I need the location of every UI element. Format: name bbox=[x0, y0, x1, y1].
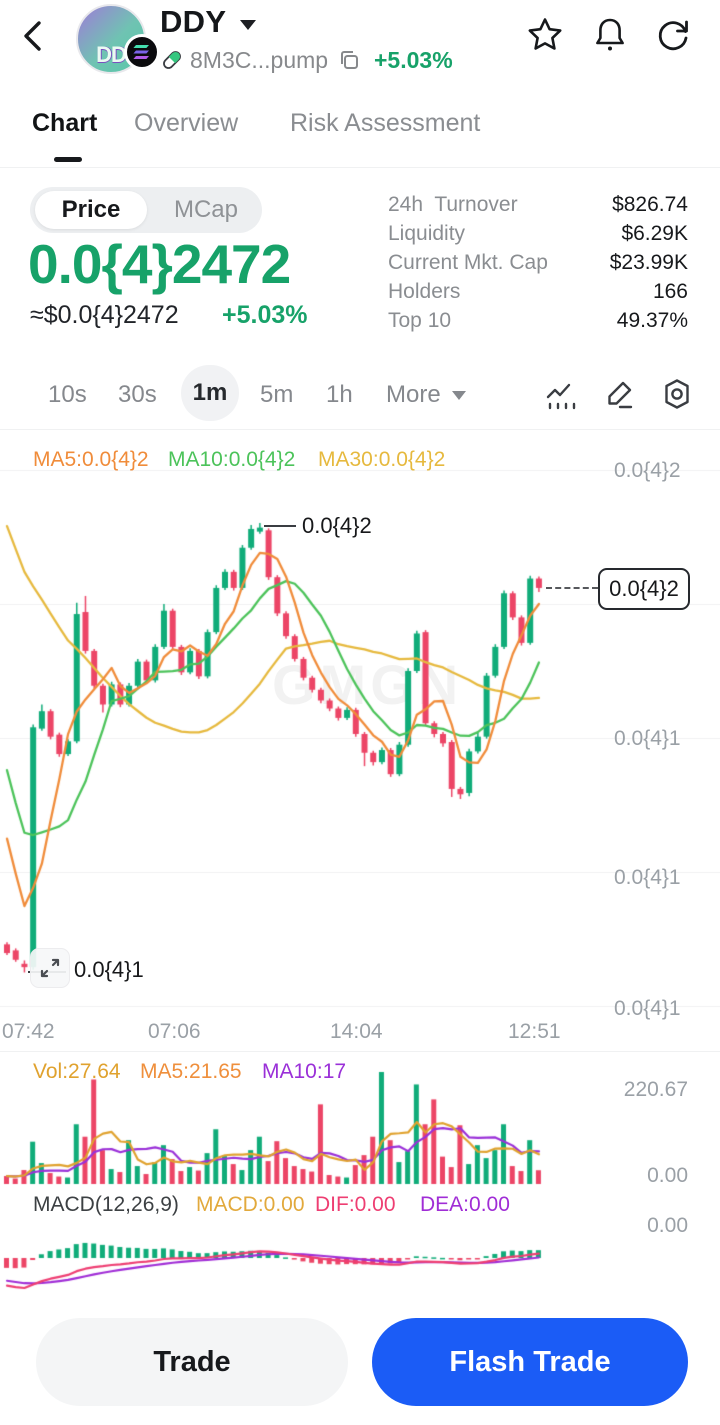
macd-legend: MACD:0.00 bbox=[196, 1193, 305, 1216]
high-annotation-line bbox=[264, 525, 296, 527]
draw-button[interactable] bbox=[602, 377, 636, 411]
token-address[interactable]: 8M3C...pump bbox=[190, 47, 329, 73]
price-mcap-toggle[interactable]: Price MCap bbox=[30, 187, 262, 233]
header: DD DDY 8M3C...pump +5.03% bbox=[0, 0, 720, 95]
favorite-button[interactable] bbox=[524, 14, 566, 56]
bottom-action-bar: Trade Flash Trade bbox=[0, 1296, 720, 1425]
more-chevron-down-icon[interactable] bbox=[452, 391, 466, 400]
y-axis-label: 0.0{4}1 bbox=[614, 997, 681, 1020]
x-axis-time: 12:51 bbox=[508, 1020, 561, 1043]
ma30-legend: MA30:0.0{4}2 bbox=[318, 448, 446, 471]
chart-divider bbox=[0, 1051, 720, 1052]
solana-badge-icon bbox=[124, 34, 160, 70]
ma5-legend: MA5:0.0{4}2 bbox=[33, 448, 149, 471]
copy-icon[interactable] bbox=[338, 49, 360, 71]
bell-icon bbox=[596, 18, 624, 51]
trade-button[interactable]: Trade bbox=[36, 1318, 348, 1406]
tab-bar: Chart Overview Risk Assessment bbox=[0, 95, 720, 168]
current-price-dash-line bbox=[546, 587, 598, 589]
stat-row: Top 10 49.37% bbox=[388, 309, 688, 338]
tab-overview[interactable]: Overview bbox=[134, 109, 239, 137]
token-chevron-down-icon[interactable] bbox=[240, 20, 256, 30]
volume-legend: Vol:27.64 bbox=[33, 1060, 121, 1083]
ma10-legend: MA10:0.0{4}2 bbox=[168, 448, 296, 471]
volume-ma10-legend: MA10:17 bbox=[262, 1060, 347, 1083]
dea-legend: DEA:0.00 bbox=[420, 1193, 510, 1216]
toggle-mcap[interactable]: MCap bbox=[173, 196, 239, 223]
x-axis-time: 07:06 bbox=[148, 1020, 201, 1043]
back-chevron-icon bbox=[24, 21, 41, 51]
price-section: Price MCap 0.0{4}2472 ≈$0.0{4}2472 +5.03… bbox=[0, 168, 720, 360]
notifications-button[interactable] bbox=[589, 14, 631, 56]
toolbar-divider bbox=[0, 429, 720, 430]
expand-icon bbox=[40, 958, 60, 978]
chart-settings-button[interactable] bbox=[660, 377, 694, 411]
volume-pane[interactable]: Vol:27.64 MA5:21.65 MA10:17 220.67 0.00 bbox=[0, 1052, 720, 1187]
stat-label: Top 10 bbox=[388, 309, 452, 332]
timeframe-more-dropdown[interactable]: More bbox=[386, 381, 441, 408]
volume-max-label: 220.67 bbox=[623, 1078, 688, 1101]
price-chart-pane[interactable]: GMGN MA5:0.0{4}2 MA10:0.0{4}2 MA30:0.0{4… bbox=[0, 430, 720, 1052]
price-change-percent: +5.03% bbox=[222, 301, 308, 329]
volume-canvas[interactable] bbox=[0, 1054, 720, 1186]
low-annotation-label: 0.0{4}1 bbox=[74, 957, 144, 982]
stat-row: Current Mkt. Cap $23.99K bbox=[388, 251, 688, 280]
pill-icon bbox=[160, 48, 184, 72]
stat-row: 24h Turnover $826.74 bbox=[388, 193, 688, 222]
stat-row: Liquidity $6.29K bbox=[388, 222, 688, 251]
chart-toolbar: 10s 30s 1m 5m 1h More bbox=[0, 360, 720, 430]
volume-ma5-legend: MA5:21.65 bbox=[140, 1060, 242, 1083]
macd-canvas[interactable] bbox=[0, 1222, 720, 1292]
fullscreen-button[interactable] bbox=[30, 948, 70, 988]
flash-trade-button[interactable]: Flash Trade bbox=[372, 1318, 688, 1406]
y-axis-label: 0.0{4}2 bbox=[614, 459, 681, 482]
stat-label: Current Mkt. Cap bbox=[388, 251, 548, 274]
macd-pane[interactable]: MACD(12,26,9) MACD:0.00 DIF:0.00 DEA:0.0… bbox=[0, 1186, 720, 1296]
stat-value: $826.74 bbox=[612, 193, 688, 216]
timeframe-5m[interactable]: 5m bbox=[260, 381, 294, 408]
tab-chart[interactable]: Chart bbox=[32, 109, 98, 137]
timeframe-30s[interactable]: 30s bbox=[118, 381, 157, 408]
stat-label: Holders bbox=[388, 280, 461, 303]
back-button[interactable] bbox=[14, 16, 54, 56]
candlestick-canvas[interactable] bbox=[0, 445, 720, 1017]
dif-legend: DIF:0.00 bbox=[315, 1193, 396, 1216]
stats-list: 24h Turnover $826.74 Liquidity $6.29K Cu… bbox=[388, 193, 688, 338]
toggle-price[interactable]: Price bbox=[35, 191, 147, 229]
token-name[interactable]: DDY bbox=[160, 4, 227, 39]
token-price: 0.0{4}2472 bbox=[28, 233, 291, 295]
stat-value: 166 bbox=[652, 280, 688, 303]
current-price-box: 0.0{4}2 bbox=[598, 568, 690, 610]
stat-value: 49.37% bbox=[616, 309, 688, 332]
tab-risk-assessment[interactable]: Risk Assessment bbox=[290, 109, 481, 137]
refresh-icon bbox=[658, 20, 688, 51]
stat-value: $6.29K bbox=[621, 222, 688, 245]
avatar-text: DD bbox=[96, 42, 127, 67]
stat-row: Holders 166 bbox=[388, 280, 688, 309]
pencil-icon bbox=[608, 381, 633, 409]
refresh-button[interactable] bbox=[652, 14, 694, 56]
tabs-divider bbox=[0, 167, 720, 168]
gear-icon bbox=[665, 379, 689, 409]
header-price-change: +5.03% bbox=[374, 47, 453, 73]
macd-title: MACD(12,26,9) bbox=[33, 1193, 179, 1216]
y-axis-label: 0.0{4}1 bbox=[614, 727, 681, 750]
active-tab-indicator bbox=[54, 157, 82, 162]
timeframe-1h[interactable]: 1h bbox=[326, 381, 353, 408]
timeframe-10s[interactable]: 10s bbox=[48, 381, 87, 408]
x-axis-time: 14:04 bbox=[330, 1020, 383, 1043]
stat-label: 24h Turnover bbox=[388, 193, 518, 216]
x-axis-time: 07:42 bbox=[2, 1020, 55, 1043]
timeframe-1m-selected[interactable]: 1m bbox=[181, 365, 239, 421]
y-axis-label: 0.0{4}1 bbox=[614, 866, 681, 889]
usd-price: ≈$0.0{4}2472 bbox=[30, 301, 179, 329]
chart-type-icon bbox=[546, 383, 576, 410]
stat-label: Liquidity bbox=[388, 222, 466, 245]
volume-zero-label: 0.00 bbox=[647, 1164, 688, 1187]
high-annotation-label: 0.0{4}2 bbox=[302, 513, 372, 538]
stat-value: $23.99K bbox=[609, 251, 688, 274]
indicator-button[interactable] bbox=[544, 377, 578, 411]
star-icon bbox=[528, 18, 562, 50]
